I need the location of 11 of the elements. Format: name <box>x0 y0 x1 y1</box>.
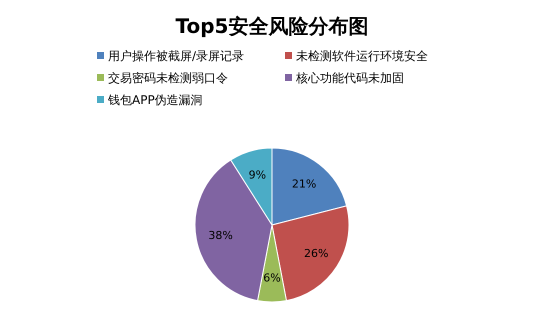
data-label: 26% <box>304 247 328 260</box>
legend-label: 用户操作被截屏/录屏记录 <box>108 49 244 63</box>
legend-label: 交易密码未检测弱口令 <box>108 71 228 85</box>
chart-title: Top5安全风险分布图 <box>176 14 368 38</box>
data-label: 6% <box>263 271 281 284</box>
data-label: 21% <box>292 178 316 191</box>
legend-label: 钱包APP伪造漏洞 <box>107 93 203 107</box>
legend-label: 未检测软件运行环境安全 <box>296 49 428 63</box>
legend-label: 核心功能代码未加固 <box>295 71 404 85</box>
data-label: 9% <box>248 168 266 182</box>
data-label: 38% <box>208 228 233 242</box>
